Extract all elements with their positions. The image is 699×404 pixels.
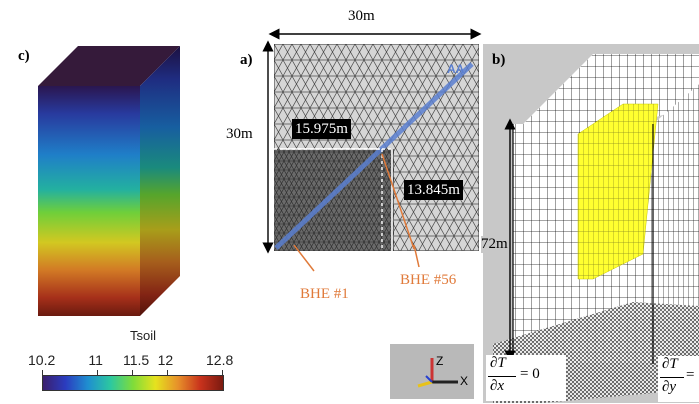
panel-c-label: c) xyxy=(18,48,30,64)
prism-side-face xyxy=(140,46,180,316)
bhe-first-label: BHE #1 xyxy=(300,286,349,302)
height-label: 30m xyxy=(226,126,253,142)
bhe-leader-lines xyxy=(293,245,420,272)
colorbar-tick-label: 12 xyxy=(157,352,174,368)
mesh-3d-view xyxy=(493,54,699,403)
height-dimension xyxy=(262,40,274,254)
depth-label: 72m xyxy=(481,236,508,253)
dy-label: 13.845m xyxy=(404,180,463,200)
prism-top-face xyxy=(38,46,180,86)
bhe-last-label: BHE #56 xyxy=(400,272,457,288)
orientation-widget: Z X xyxy=(390,344,474,399)
panel-a-label: a) xyxy=(240,52,253,68)
dx-label: 15.975m xyxy=(292,119,351,139)
mesh-plan-view xyxy=(274,44,479,251)
colorbar-tick-label: 12.8 xyxy=(206,352,234,368)
colorbar-tick-label: 11.5 xyxy=(123,352,150,368)
bc-y-equation: ∂T ∂y = xyxy=(658,356,699,402)
colorbar-tick-mark xyxy=(222,370,223,375)
colorbar-tick-mark xyxy=(132,370,133,375)
section-marker: AA xyxy=(447,62,465,76)
colorbar-tick-label: 10.2 xyxy=(28,352,56,368)
width-dimension xyxy=(268,28,482,40)
colorbar xyxy=(42,375,224,391)
bhe-array-line xyxy=(274,62,474,250)
bc-x-rhs: = 0 xyxy=(520,366,540,383)
axis-z-label: Z xyxy=(436,354,444,368)
colorbar-tick-mark xyxy=(42,370,43,375)
colorbar-tick-mark xyxy=(97,370,99,375)
temperature-prism xyxy=(38,46,180,316)
bc-y-rhs: = xyxy=(686,367,695,384)
bc-x-numerator: ∂T xyxy=(490,355,506,372)
prism-front-face xyxy=(38,86,140,316)
colorbar-tick-label: 11 xyxy=(88,352,103,368)
bc-y-numerator: ∂T xyxy=(662,356,678,373)
panel-b-label: b) xyxy=(492,52,506,68)
colorbar-title: Tsoil xyxy=(130,328,157,343)
depth-dimension xyxy=(504,118,516,362)
axis-x-label: X xyxy=(460,374,469,388)
bc-x-equation: ∂T ∂x = 0 xyxy=(486,355,566,401)
bc-x-denominator: ∂x xyxy=(490,378,505,395)
bc-y-denominator: ∂y xyxy=(662,379,677,396)
width-label: 30m xyxy=(348,8,375,24)
colorbar-tick-mark xyxy=(166,370,168,375)
